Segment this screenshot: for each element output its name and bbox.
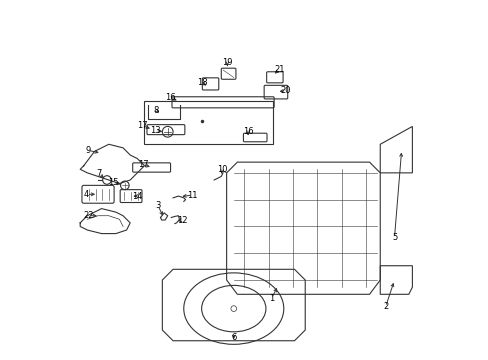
Text: 16: 16	[242, 127, 253, 136]
Text: 8: 8	[153, 106, 158, 115]
Text: 18: 18	[197, 78, 207, 87]
Text: 4: 4	[84, 190, 89, 199]
Text: 21: 21	[273, 66, 284, 75]
Text: 2: 2	[382, 302, 387, 311]
Text: 22: 22	[83, 211, 94, 220]
Text: 13: 13	[150, 126, 160, 135]
Text: 14: 14	[132, 192, 142, 201]
Text: 15: 15	[107, 178, 118, 187]
Text: 9: 9	[85, 146, 90, 155]
Text: 7: 7	[96, 169, 102, 178]
Text: 3: 3	[155, 201, 161, 210]
Text: 17: 17	[138, 161, 149, 170]
Text: 12: 12	[176, 216, 187, 225]
Text: 6: 6	[231, 333, 236, 342]
Text: 16: 16	[165, 93, 176, 102]
Text: 1: 1	[268, 294, 273, 303]
Text: 11: 11	[187, 190, 198, 199]
Text: 19: 19	[222, 58, 232, 67]
Text: 5: 5	[391, 233, 396, 242]
Text: 17: 17	[137, 121, 148, 130]
Text: 20: 20	[280, 86, 290, 95]
Text: 10: 10	[216, 166, 227, 175]
